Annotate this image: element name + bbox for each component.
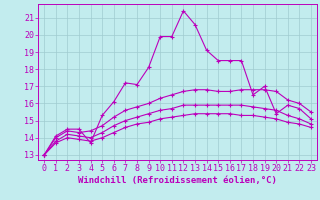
X-axis label: Windchill (Refroidissement éolien,°C): Windchill (Refroidissement éolien,°C) [78,176,277,185]
